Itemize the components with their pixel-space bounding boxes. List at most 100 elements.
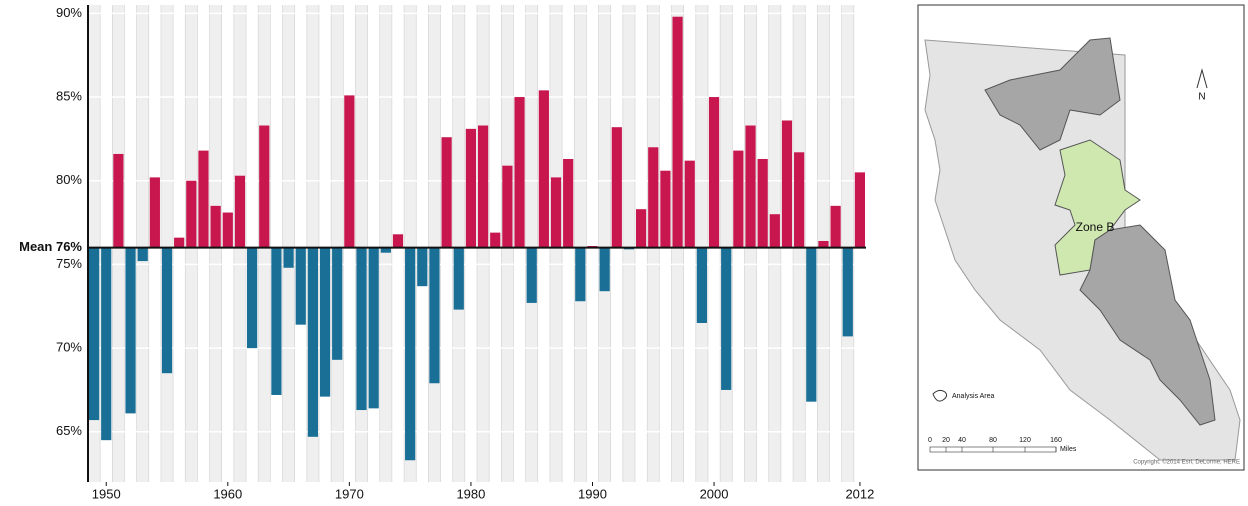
bar bbox=[125, 247, 136, 414]
column-band bbox=[805, 5, 818, 482]
bar bbox=[137, 247, 148, 262]
column-band bbox=[355, 5, 368, 482]
column-band bbox=[452, 5, 465, 482]
column-band bbox=[695, 5, 708, 482]
bar bbox=[708, 97, 720, 248]
bar bbox=[696, 247, 707, 323]
bar bbox=[526, 247, 537, 303]
scale-label: 20 bbox=[942, 437, 950, 444]
bar bbox=[575, 247, 586, 302]
column-band bbox=[136, 5, 149, 482]
bar bbox=[319, 247, 331, 397]
legend-label: Analysis Area bbox=[952, 393, 995, 400]
map: Zone B N Analysis Area 0 20 40 80 120 160 Mil… bbox=[917, 4, 1245, 471]
y-tick-label: 80% bbox=[56, 172, 82, 187]
bar bbox=[599, 247, 610, 292]
bar bbox=[563, 158, 574, 248]
scale-label: 40 bbox=[958, 437, 966, 444]
column-band bbox=[282, 5, 295, 482]
north-arrow bbox=[1196, 68, 1208, 89]
bar bbox=[757, 158, 768, 248]
column-band bbox=[622, 5, 636, 482]
bar bbox=[538, 90, 549, 248]
bar bbox=[247, 247, 258, 349]
column-band bbox=[574, 5, 587, 482]
bar bbox=[259, 125, 270, 248]
bar bbox=[198, 150, 209, 248]
bar bbox=[502, 165, 513, 248]
bar bbox=[636, 209, 647, 248]
x-tick-label: 1980 bbox=[456, 486, 485, 501]
column-band bbox=[428, 5, 441, 482]
bar bbox=[806, 247, 817, 402]
column-band bbox=[379, 5, 392, 482]
bar bbox=[161, 247, 173, 374]
bar bbox=[794, 152, 805, 248]
bar bbox=[854, 172, 866, 248]
chart: 65% 70% 75% 80% 85% 90% Mean 76% 1950 1960 1970 19… bbox=[19, 5, 874, 502]
bar bbox=[174, 237, 185, 248]
bar bbox=[356, 247, 367, 411]
column-band bbox=[331, 5, 344, 482]
bar bbox=[88, 247, 100, 421]
bar bbox=[648, 147, 659, 248]
bar bbox=[477, 125, 489, 248]
x-tick-label: 2012 bbox=[845, 486, 874, 501]
scale-unit: Miles bbox=[1060, 446, 1077, 453]
y-tick-label: 65% bbox=[56, 423, 82, 438]
column-band bbox=[318, 5, 332, 482]
bar bbox=[611, 127, 622, 248]
bar bbox=[283, 247, 294, 268]
legend-icon bbox=[932, 389, 948, 402]
y-tick-label: 85% bbox=[56, 88, 82, 103]
scale-bar: 0 20 40 80 120 160 bbox=[928, 437, 1062, 453]
bar bbox=[684, 160, 695, 248]
bar bbox=[745, 125, 756, 248]
bar bbox=[210, 205, 221, 248]
map-credit: Copyright: ©2014 Esri, DeLorme, HERE bbox=[1133, 459, 1240, 466]
column-band bbox=[367, 5, 380, 482]
scale-label: 160 bbox=[1050, 437, 1062, 444]
column-band bbox=[841, 5, 854, 482]
bar bbox=[234, 175, 246, 248]
bar bbox=[149, 177, 160, 248]
mean-label: Mean 76% bbox=[19, 239, 82, 254]
column-band bbox=[720, 5, 733, 482]
bar bbox=[721, 247, 732, 390]
bar bbox=[842, 247, 853, 337]
column-band bbox=[160, 5, 174, 482]
column-band bbox=[598, 5, 611, 482]
bar bbox=[101, 247, 112, 441]
bar bbox=[769, 214, 780, 248]
x-tick-label: 1970 bbox=[335, 486, 364, 501]
x-tick-label: 1950 bbox=[92, 486, 121, 501]
bar bbox=[672, 16, 683, 248]
bar bbox=[417, 247, 428, 287]
column-band bbox=[525, 5, 538, 482]
y-tick-label: 90% bbox=[56, 5, 82, 20]
x-tick-label: 2000 bbox=[700, 486, 729, 501]
bar bbox=[307, 247, 318, 437]
y-tick-label: 75% bbox=[56, 256, 82, 271]
column-band bbox=[416, 5, 429, 482]
zone-north bbox=[984, 37, 1121, 151]
scale-label: 0 bbox=[928, 437, 932, 444]
bar bbox=[295, 247, 306, 325]
zone-label: Zone B bbox=[1076, 220, 1115, 234]
bar bbox=[405, 247, 416, 461]
column-band bbox=[270, 5, 283, 482]
bar bbox=[830, 205, 841, 248]
bar bbox=[332, 247, 343, 360]
bar bbox=[465, 128, 477, 248]
north-label: N bbox=[1198, 92, 1205, 103]
bar bbox=[392, 234, 404, 248]
scale-label: 120 bbox=[1019, 437, 1031, 444]
bar bbox=[429, 247, 440, 384]
column-band bbox=[294, 5, 307, 482]
y-tick-label: 70% bbox=[56, 340, 82, 355]
bar bbox=[514, 97, 525, 248]
zone-south bbox=[1079, 224, 1216, 426]
bar bbox=[271, 247, 282, 395]
bar bbox=[344, 95, 355, 248]
